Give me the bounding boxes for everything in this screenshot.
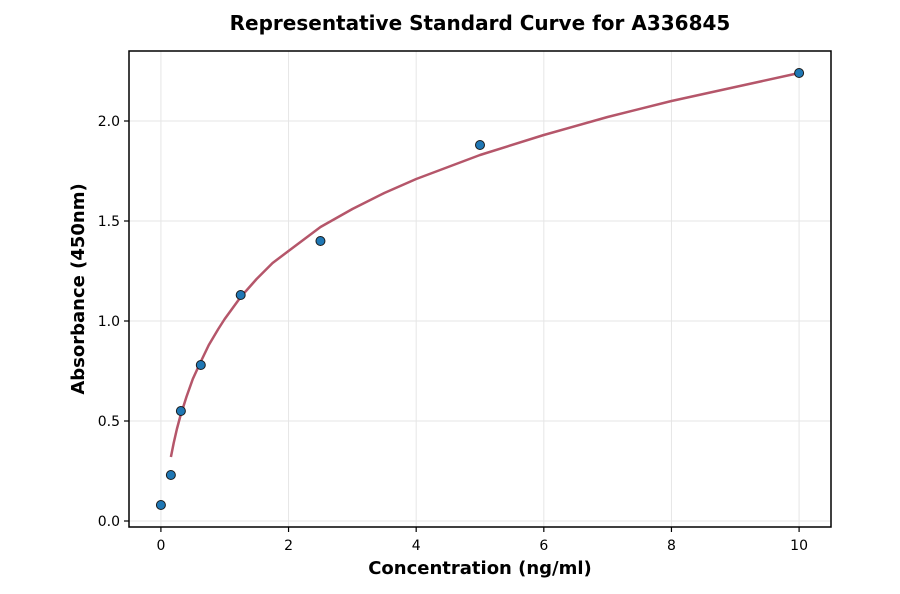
data-point [794, 68, 805, 78]
data-point [165, 470, 176, 480]
data-point [175, 406, 186, 416]
fit-curve-line [169, 71, 800, 458]
x-tick-label: 2 [284, 538, 293, 554]
y-axis: 0.0 0.5 1.0 1.5 2.0 [98, 114, 129, 530]
y-tick-label: 0.5 [98, 414, 120, 430]
curve-layer [169, 71, 800, 458]
x-tick-label: 8 [667, 538, 676, 554]
x-tick-label: 6 [539, 538, 548, 554]
x-tick-label: 4 [412, 538, 421, 554]
data-point [475, 140, 485, 150]
plot-frame [128, 50, 832, 528]
y-axis-label: Absorbance (450nm) [68, 183, 89, 394]
data-point [195, 360, 206, 370]
grid-layer [129, 51, 831, 527]
x-axis: 0 2 4 6 8 10 [156, 527, 808, 554]
x-axis-label: Concentration (ng/ml) [368, 558, 592, 579]
data-point [235, 290, 246, 300]
x-tick-label: 0 [156, 538, 165, 554]
y-tick-label: 2.0 [98, 114, 120, 130]
points-layer [155, 68, 805, 510]
chart-title: Representative Standard Curve for A33684… [230, 11, 731, 35]
y-tick-label: 1.5 [98, 214, 120, 230]
y-tick-label: 1.0 [98, 314, 120, 330]
y-tick-label: 0.0 [98, 514, 120, 530]
x-tick-label: 10 [790, 538, 808, 554]
data-point [315, 236, 326, 246]
data-point [155, 500, 166, 510]
